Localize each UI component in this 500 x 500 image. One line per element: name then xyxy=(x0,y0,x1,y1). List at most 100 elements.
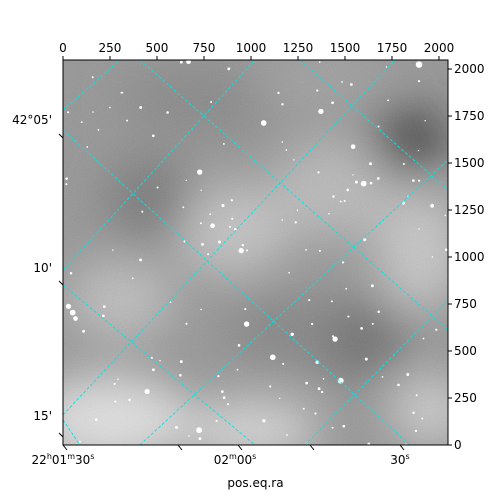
star xyxy=(269,385,272,388)
star xyxy=(200,308,202,311)
star xyxy=(65,183,68,186)
star xyxy=(418,228,420,230)
star xyxy=(315,360,319,364)
star xyxy=(210,101,213,103)
star xyxy=(109,106,111,109)
star xyxy=(431,256,434,258)
star-field xyxy=(65,60,448,445)
star xyxy=(73,316,78,321)
star xyxy=(317,171,320,174)
top-tick-label: 1000 xyxy=(236,41,267,55)
star xyxy=(328,213,330,215)
ra-tick-label: 30s xyxy=(390,452,409,467)
top-tick-label: 750 xyxy=(193,41,216,55)
star xyxy=(360,327,363,330)
star xyxy=(354,180,358,184)
star xyxy=(332,336,338,342)
star xyxy=(343,199,346,202)
top-tick-label: 1750 xyxy=(377,41,408,55)
star xyxy=(363,238,367,242)
star xyxy=(201,243,204,246)
right-tick-label: 1250 xyxy=(454,203,485,217)
ra-tick xyxy=(399,444,405,451)
star xyxy=(80,121,83,124)
star xyxy=(69,272,73,275)
star xyxy=(332,195,335,198)
star xyxy=(360,180,367,187)
star xyxy=(150,356,153,360)
star xyxy=(422,337,425,340)
ra-tick-label: 02m00s xyxy=(214,452,257,467)
star xyxy=(377,310,380,313)
star xyxy=(412,179,415,182)
star xyxy=(352,174,354,176)
star xyxy=(229,225,231,228)
star xyxy=(112,249,114,251)
dec-tick-label: 15' xyxy=(33,409,52,423)
star xyxy=(220,390,224,393)
star xyxy=(218,240,222,244)
dec-tick xyxy=(58,280,64,286)
star xyxy=(199,222,202,225)
star xyxy=(387,99,390,102)
right-tick-label: 1000 xyxy=(454,250,485,264)
sky-image xyxy=(63,60,448,445)
star xyxy=(159,359,161,362)
star xyxy=(369,162,372,166)
star xyxy=(314,412,317,415)
star xyxy=(337,377,344,384)
star xyxy=(369,181,373,185)
star xyxy=(430,203,435,208)
star xyxy=(241,243,245,247)
star xyxy=(238,247,244,254)
star xyxy=(331,101,334,105)
star xyxy=(65,303,72,309)
star xyxy=(236,368,239,371)
star xyxy=(237,344,241,347)
star xyxy=(209,213,212,216)
star xyxy=(282,362,285,365)
star xyxy=(415,61,423,68)
star xyxy=(294,221,297,224)
star xyxy=(342,424,346,428)
star xyxy=(281,219,284,221)
star xyxy=(318,249,321,252)
star xyxy=(86,146,89,148)
star xyxy=(139,258,143,262)
ra-tick xyxy=(237,444,243,451)
star xyxy=(317,387,321,391)
star xyxy=(347,315,350,318)
star xyxy=(412,411,415,415)
star xyxy=(92,111,94,113)
star xyxy=(67,111,70,114)
star xyxy=(179,360,183,364)
star xyxy=(331,335,335,338)
star xyxy=(188,435,190,437)
star xyxy=(397,383,400,387)
star xyxy=(308,299,311,302)
star xyxy=(316,89,319,92)
star xyxy=(210,223,215,229)
star xyxy=(144,388,150,395)
grid-line xyxy=(63,60,256,271)
star xyxy=(424,119,426,122)
star xyxy=(156,186,159,189)
grid-line xyxy=(63,419,81,445)
star xyxy=(385,66,388,68)
star xyxy=(78,440,81,443)
star xyxy=(331,426,334,429)
grid-line xyxy=(63,60,121,111)
top-pixel-axis: 0 250 500 750 1000 1250 1500 1750 2000 xyxy=(59,41,454,60)
right-tick-label: 1500 xyxy=(454,156,485,170)
dec-tick xyxy=(58,133,64,139)
star xyxy=(197,169,203,175)
plot-frame xyxy=(62,59,449,446)
right-tick-label: 500 xyxy=(454,344,477,358)
star xyxy=(139,106,143,109)
star xyxy=(179,374,182,377)
right-tick-label: 1750 xyxy=(454,109,485,123)
star xyxy=(200,189,202,192)
star xyxy=(320,390,324,394)
star xyxy=(82,329,86,333)
right-pixel-axis: 0 250 500 750 1000 1250 1500 1750 2000 xyxy=(448,62,485,452)
